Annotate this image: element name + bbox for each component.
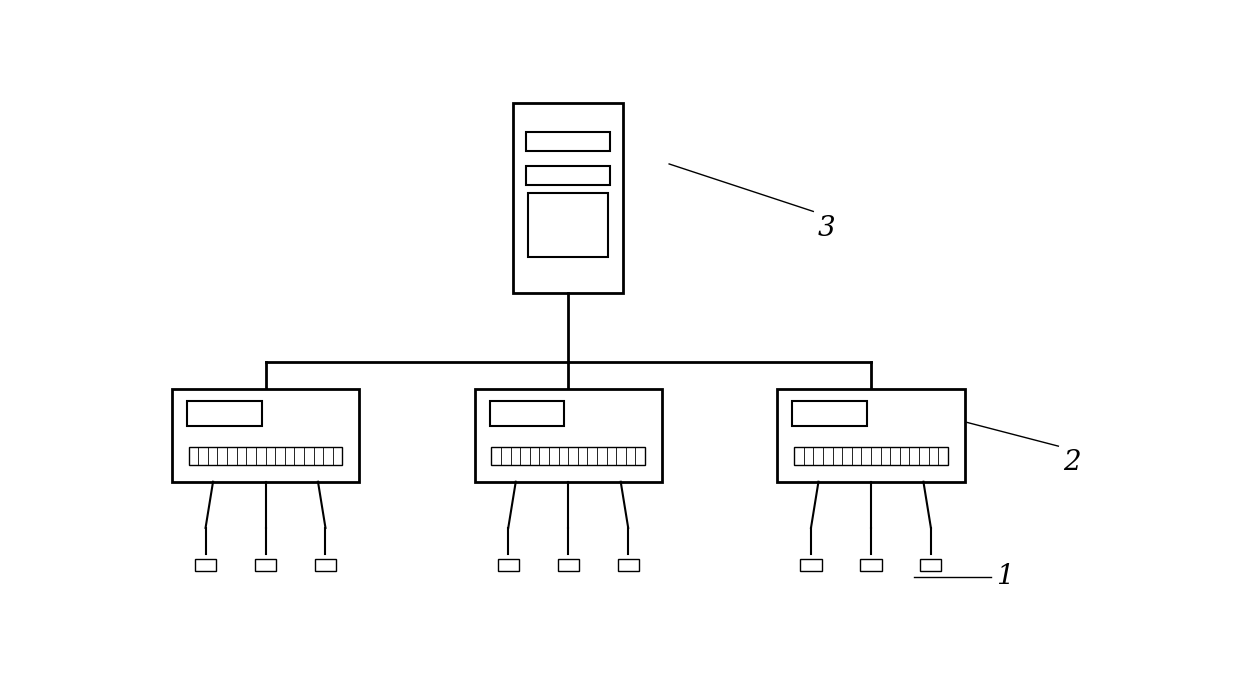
- FancyBboxPatch shape: [255, 559, 277, 571]
- FancyBboxPatch shape: [800, 559, 822, 571]
- Text: 3: 3: [818, 215, 836, 242]
- FancyBboxPatch shape: [513, 103, 624, 293]
- FancyBboxPatch shape: [526, 166, 610, 185]
- FancyBboxPatch shape: [172, 390, 360, 482]
- FancyBboxPatch shape: [195, 559, 216, 571]
- Text: 2: 2: [1063, 449, 1081, 476]
- FancyBboxPatch shape: [491, 447, 645, 465]
- FancyBboxPatch shape: [188, 447, 342, 465]
- FancyBboxPatch shape: [187, 401, 262, 426]
- FancyBboxPatch shape: [315, 559, 336, 571]
- FancyBboxPatch shape: [792, 401, 867, 426]
- FancyBboxPatch shape: [497, 559, 518, 571]
- Text: 1: 1: [996, 564, 1013, 590]
- FancyBboxPatch shape: [777, 390, 965, 482]
- FancyBboxPatch shape: [920, 559, 941, 571]
- FancyBboxPatch shape: [490, 401, 564, 426]
- FancyBboxPatch shape: [526, 132, 610, 151]
- FancyBboxPatch shape: [528, 192, 608, 257]
- FancyBboxPatch shape: [861, 559, 882, 571]
- FancyBboxPatch shape: [794, 447, 947, 465]
- FancyBboxPatch shape: [558, 559, 579, 571]
- FancyBboxPatch shape: [618, 559, 639, 571]
- FancyBboxPatch shape: [475, 390, 662, 482]
